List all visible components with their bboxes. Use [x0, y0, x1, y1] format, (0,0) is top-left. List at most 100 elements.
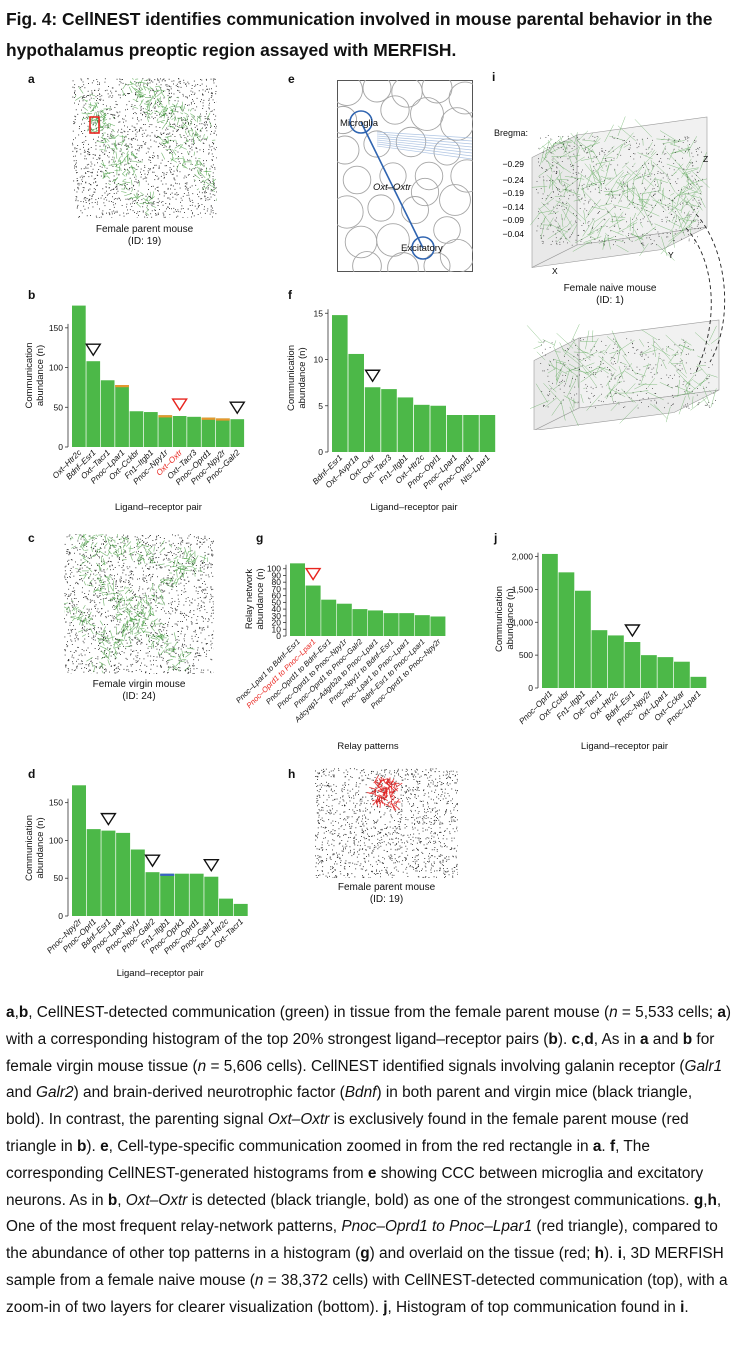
cell-dot: [70, 568, 72, 569]
cell-dot: [154, 164, 156, 166]
communication-edge: [637, 151, 657, 172]
cell-dot: [107, 640, 109, 642]
cell-dot: [193, 614, 195, 615]
communication-edge: [104, 172, 113, 174]
cell-dot: [70, 651, 72, 652]
cell-dot: [148, 116, 150, 118]
cell-dot: [172, 646, 174, 648]
cell-dot: [598, 212, 599, 213]
cell-dot: [579, 369, 580, 370]
cell-dot: [181, 573, 183, 575]
cell-dot: [191, 635, 193, 637]
cell-dot: [175, 182, 176, 184]
cell-dot: [202, 672, 204, 674]
cell-dot: [563, 209, 565, 210]
communication-edge: [588, 147, 593, 163]
cell-dot: [81, 591, 83, 593]
communication-edge: [112, 156, 115, 164]
communication-edge: [617, 349, 621, 363]
cell-dot: [80, 201, 82, 202]
cell-dot: [190, 544, 191, 546]
cell-dot: [137, 660, 139, 662]
cell-dot: [675, 211, 676, 213]
cell-dot: [211, 153, 213, 155]
cell-dot: [119, 546, 121, 547]
communication-edge: [691, 186, 702, 197]
cell-dot: [171, 578, 173, 580]
communication-edge: [182, 116, 187, 119]
cell-dot: [97, 201, 98, 203]
cell-dot: [132, 554, 134, 556]
cell-dot: [170, 613, 172, 615]
cell-dot: [75, 598, 77, 599]
cell-dot: [157, 644, 158, 646]
cell-dot: [75, 561, 76, 563]
cell-dot: [653, 195, 654, 196]
cell-dot: [187, 131, 189, 133]
cell-dot: [105, 186, 107, 188]
cell-dot: [206, 79, 207, 81]
cell-dot: [204, 597, 206, 599]
communication-edge: [635, 176, 641, 180]
communication-edge: [190, 162, 192, 166]
cell-dot: [175, 211, 177, 212]
communication-edge: [557, 157, 560, 159]
cell-dot: [133, 126, 135, 128]
cell-dot: [640, 354, 642, 356]
communication-edge: [620, 170, 636, 188]
cell-dot: [115, 144, 117, 146]
cell-dot: [697, 147, 698, 149]
cell-dot: [99, 99, 101, 101]
cell-dot: [641, 152, 643, 154]
cell-dot: [92, 623, 94, 625]
communication-edge: [204, 185, 208, 190]
cell-dot: [138, 82, 140, 84]
cell-dot: [171, 633, 173, 635]
cell-dot: [622, 231, 624, 233]
cell-dot: [625, 163, 627, 165]
cell-dot: [697, 404, 699, 406]
cell-dot: [88, 83, 89, 84]
cell-dot: [215, 127, 217, 129]
cell-dot: [117, 142, 119, 144]
cell-dot: [111, 583, 113, 585]
cell-dot: [68, 660, 70, 662]
cell-dot: [158, 79, 160, 81]
communication-edge: [171, 118, 174, 120]
communication-edge: [569, 154, 581, 158]
cell-dot: [167, 116, 169, 118]
communication-edge: [139, 99, 144, 107]
cell-dot: [65, 666, 67, 668]
cell-dot: [95, 608, 96, 609]
cell-dot: [200, 139, 202, 141]
cell-dot: [557, 204, 559, 206]
cell-dot: [130, 193, 132, 194]
cell-dot: [630, 339, 632, 341]
cell-dot: [565, 238, 567, 239]
cell-dot: [567, 158, 569, 160]
cell-dot: [203, 629, 205, 631]
cell-dot: [129, 599, 131, 600]
cell-dot: [119, 144, 121, 145]
cell-dot: [162, 659, 164, 661]
cell-dot: [576, 375, 578, 377]
cell-dot: [125, 603, 127, 605]
cell-dot: [97, 612, 99, 614]
cell-dot: [572, 182, 574, 184]
cell-dot: [584, 377, 585, 378]
cell-dot: [573, 356, 575, 358]
communication-edge: [203, 178, 209, 183]
cell-dot: [691, 205, 693, 207]
cell-dot: [604, 219, 606, 221]
cell-dot: [190, 210, 192, 212]
zoom-region-rectangle: [89, 116, 100, 134]
cell-dot: [158, 165, 160, 167]
cell-dot: [637, 394, 638, 396]
cell-dot: [81, 620, 83, 622]
communication-edge: [651, 344, 671, 357]
communication-edge: [161, 114, 167, 117]
cell-dot: [117, 590, 119, 592]
cell-dot: [194, 599, 196, 601]
cell-dot: [540, 223, 542, 225]
cell-dot: [200, 627, 202, 629]
